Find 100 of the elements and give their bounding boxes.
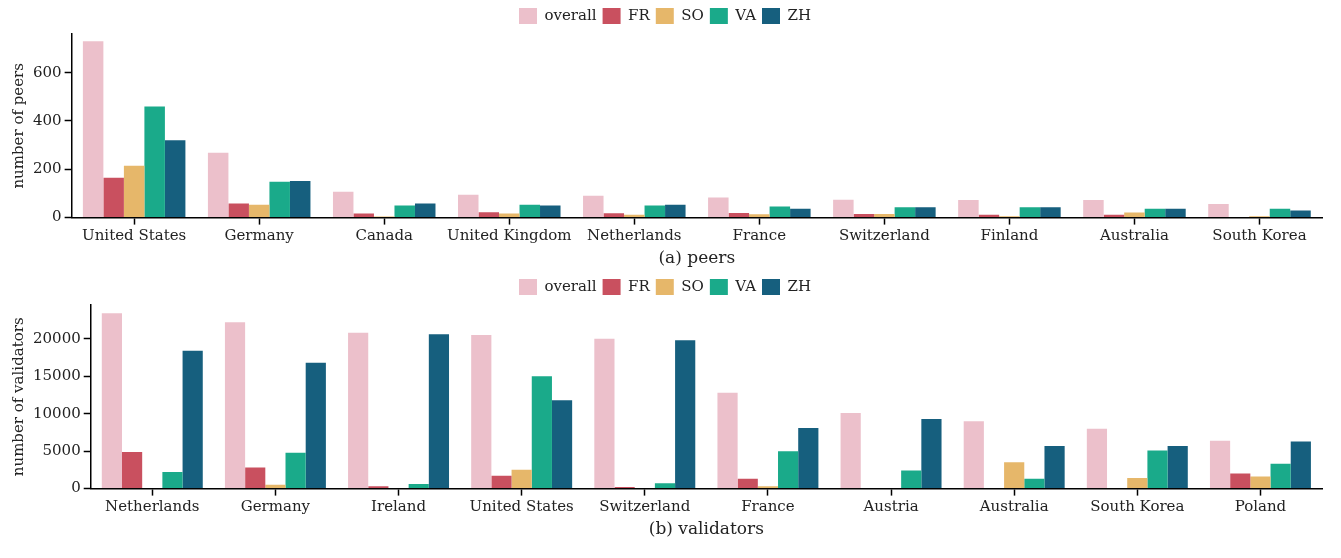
bar (394, 205, 415, 218)
bar (182, 350, 203, 489)
x-tick-label: Canada (355, 226, 414, 245)
x-tick-label: United Kingdom (447, 226, 572, 245)
bar (958, 199, 979, 218)
legend-label: VA (734, 276, 757, 295)
bar (164, 140, 186, 218)
x-tick-label: Germany (224, 226, 295, 245)
x-tick-label: Germany (240, 497, 311, 516)
bar (511, 469, 532, 489)
bar (1209, 440, 1231, 489)
x-tick-label: France (741, 497, 795, 516)
bar (265, 484, 286, 489)
bar (1083, 199, 1104, 218)
bar (1019, 207, 1041, 218)
bar (1040, 207, 1061, 218)
bar (778, 451, 799, 489)
x-tick-label: Finland (980, 226, 1039, 245)
bar (1270, 463, 1291, 489)
x-tick-label: Netherlands (587, 226, 682, 245)
y-tick-label: 400 (32, 110, 62, 129)
bar (654, 483, 676, 489)
bar (491, 475, 512, 489)
bar (840, 412, 861, 489)
legend-label: overall (544, 276, 597, 295)
x-tick-label: Ireland (371, 497, 427, 516)
y-tick-label: 600 (32, 62, 62, 81)
bar (531, 376, 552, 489)
bar (1147, 450, 1168, 489)
bar (348, 332, 369, 489)
x-tick-label: Switzerland (599, 497, 691, 516)
bar (144, 106, 165, 218)
bar (305, 362, 326, 489)
bar (207, 152, 229, 218)
bar (121, 451, 143, 489)
y-tick-label: 5000 (42, 441, 81, 460)
bar (162, 472, 183, 489)
bar (737, 478, 758, 489)
bar (853, 213, 875, 218)
legend-label: overall (544, 5, 597, 24)
bar (269, 181, 290, 218)
x-tick-label: Switzerland (838, 226, 931, 245)
legend-label: VA (734, 5, 757, 24)
x-tick-label: France (732, 226, 787, 245)
bar (665, 204, 686, 218)
bar (471, 334, 492, 489)
bar (921, 418, 942, 489)
bar (1004, 462, 1025, 489)
x-tick-label: Australia (978, 497, 1049, 516)
x-tick-label: Netherlands (105, 497, 200, 516)
bar (708, 197, 729, 218)
bar (224, 322, 246, 489)
x-axis-title: (b) validators (648, 518, 764, 539)
y-tick-label: 0 (71, 478, 81, 497)
bar (458, 194, 479, 218)
bar (728, 213, 750, 218)
y-tick-label: 20000 (33, 328, 81, 347)
x-tick-label: South Korea (1090, 497, 1185, 516)
bar (414, 203, 436, 218)
bar (894, 207, 916, 218)
x-tick-label: Australia (1099, 226, 1169, 245)
bar (101, 313, 122, 489)
bar (1290, 210, 1311, 218)
x-tick-label: United States (469, 497, 574, 516)
bar (1250, 476, 1271, 489)
bar (285, 452, 306, 489)
bar (901, 470, 922, 489)
legend-label: SO (681, 276, 704, 295)
legend-label: FR (628, 5, 651, 24)
bar (769, 206, 791, 218)
bar (1269, 208, 1291, 218)
bar (103, 177, 124, 218)
bar (603, 213, 625, 218)
bar (289, 180, 311, 218)
y-tick-label: 10000 (33, 403, 81, 422)
x-tick-label: Poland (1234, 497, 1287, 516)
bar (833, 199, 854, 218)
legend-label: FR (628, 276, 651, 295)
bar (519, 204, 541, 218)
bar (1144, 208, 1166, 218)
legend-label: ZH (787, 276, 812, 295)
y-axis-title: number of validators (8, 317, 27, 477)
legend-label: SO (681, 5, 704, 24)
bar (675, 340, 696, 489)
bar (499, 213, 520, 218)
bar (228, 203, 249, 218)
bar (478, 212, 500, 218)
bar (874, 213, 895, 218)
y-tick-label: 200 (32, 159, 62, 178)
x-axis-title: (a) peers (658, 247, 736, 268)
bar (1165, 208, 1186, 218)
bar (353, 213, 374, 218)
x-tick-label: South Korea (1212, 226, 1307, 245)
bar (248, 204, 270, 218)
bar (1167, 445, 1188, 489)
bar (82, 41, 104, 218)
bar (583, 195, 604, 218)
legend-label: ZH (787, 5, 812, 24)
bar (963, 421, 984, 489)
bar (1086, 428, 1108, 489)
